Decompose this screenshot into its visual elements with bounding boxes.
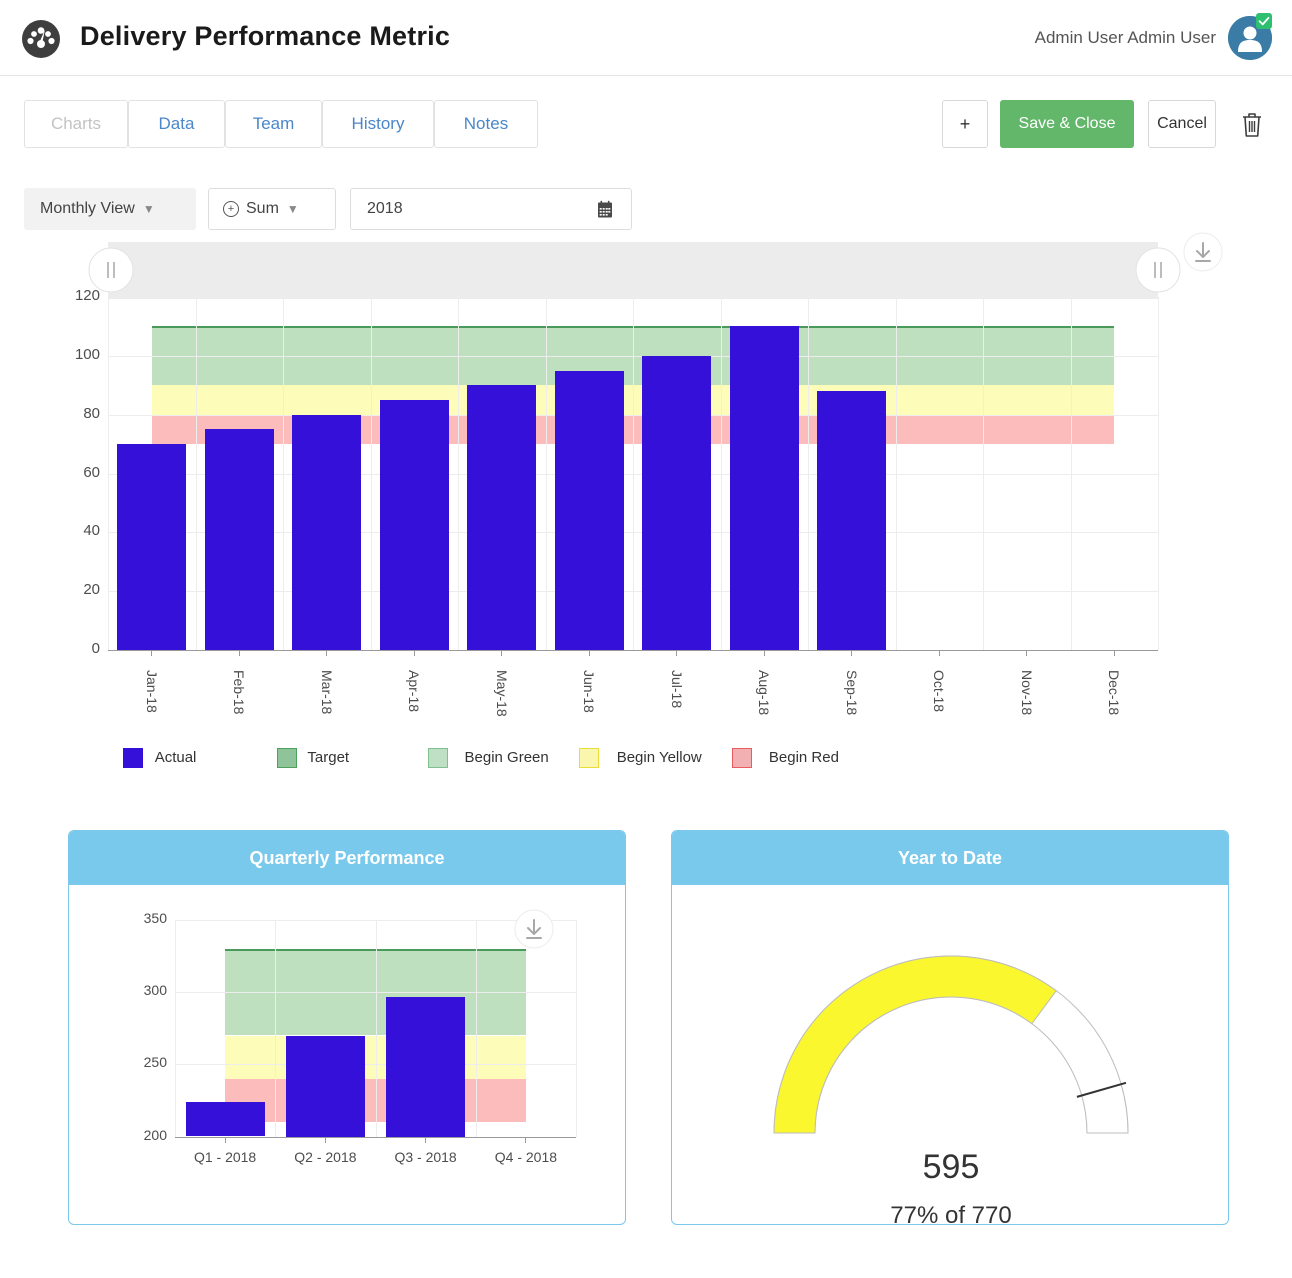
svg-text:77% of 770: 77% of 770 [890, 1202, 1011, 1225]
svg-text:595: 595 [923, 1148, 980, 1186]
